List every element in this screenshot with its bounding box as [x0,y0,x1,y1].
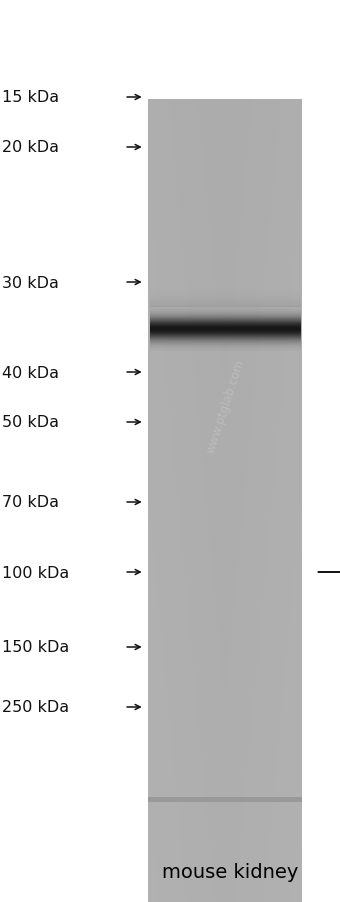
Text: 30 kDa: 30 kDa [2,275,58,290]
Text: 70 kDa: 70 kDa [2,495,59,510]
Text: 150 kDa: 150 kDa [2,640,69,655]
Text: 50 kDa: 50 kDa [2,415,59,430]
Bar [148,796,302,802]
Text: 250 kDa: 250 kDa [2,700,69,714]
Text: 40 kDa: 40 kDa [2,365,59,380]
Text: 20 kDa: 20 kDa [2,141,59,155]
Text: mouse kidney: mouse kidney [162,862,298,881]
Text: 15 kDa: 15 kDa [2,90,59,106]
Text: www.ptglab.com: www.ptglab.com [204,357,246,455]
Text: 100 kDa: 100 kDa [2,565,69,580]
